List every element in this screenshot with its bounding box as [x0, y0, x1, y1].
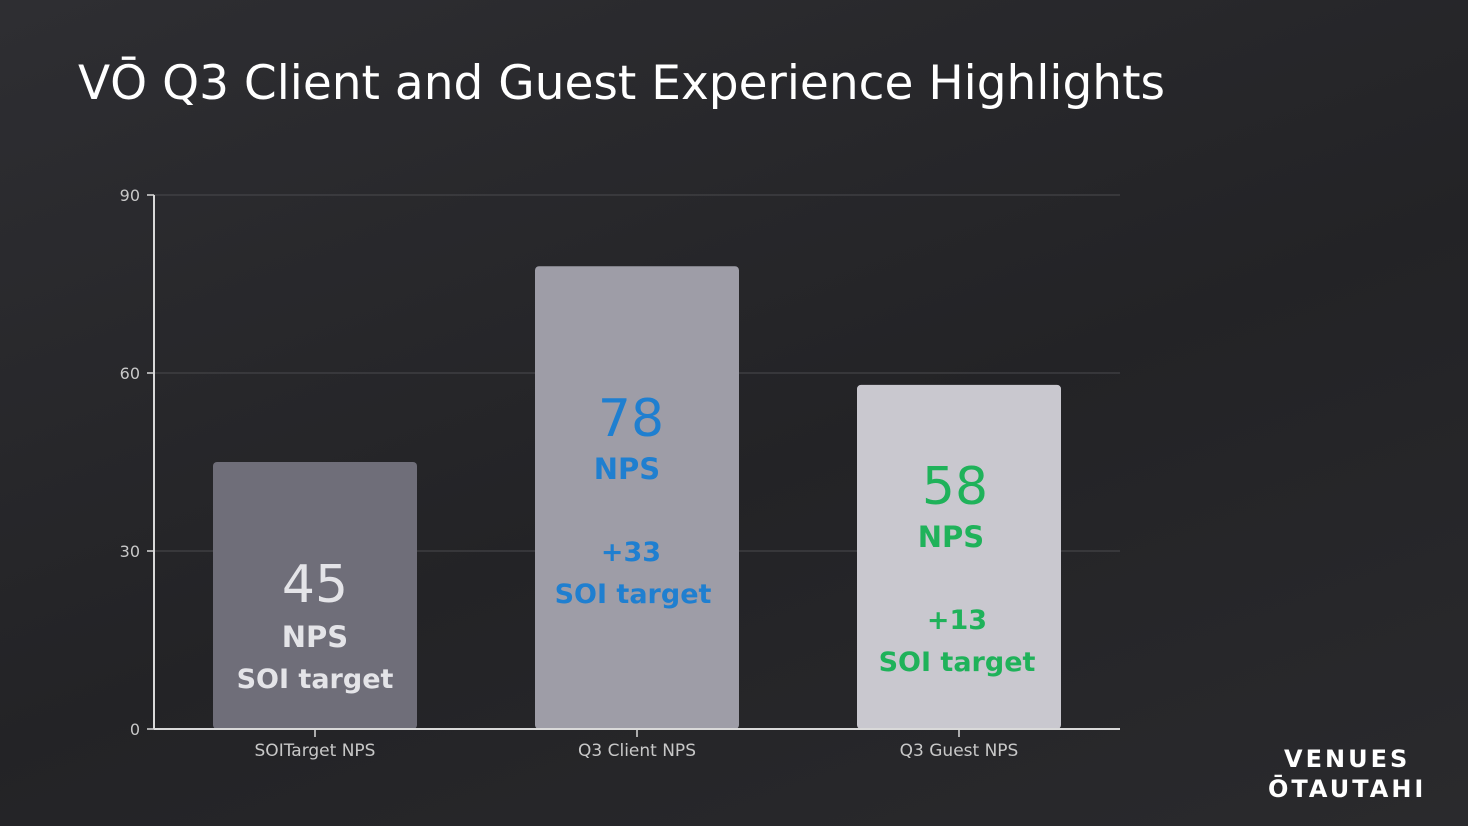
bar-caption-label: SOI target	[237, 664, 394, 695]
bar-value-label: 45	[282, 555, 348, 615]
bar-delta-label: +33	[601, 537, 661, 568]
bar-caption-label: SOI target	[879, 647, 1036, 678]
y-tick-label: 0	[130, 720, 140, 739]
bar	[857, 384, 1061, 729]
bar-value-label: 58	[922, 457, 988, 517]
slide-title: VŌ Q3 Client and Guest Experience Highli…	[78, 56, 1165, 111]
bar-value-label: 78	[598, 389, 664, 449]
y-tick-label: 90	[120, 186, 140, 205]
x-tick-label: Q3 Guest NPS	[900, 741, 1019, 761]
y-tick-label: 60	[120, 364, 140, 383]
venues-otautahi-logo: VENUES ŌTAUTAHI	[1268, 744, 1426, 804]
bar	[213, 462, 417, 729]
bar-unit-label: NPS	[918, 520, 984, 554]
bar-delta-label: +13	[927, 605, 987, 636]
x-tick-label: SOITarget NPS	[255, 741, 376, 761]
y-tick-label: 30	[120, 542, 140, 561]
bar-unit-label: NPS	[282, 620, 348, 654]
logo-line-2: ŌTAUTAHI	[1268, 775, 1427, 803]
bar-caption-label: SOI target	[555, 579, 712, 610]
logo-line-1: VENUES	[1284, 745, 1411, 773]
bar	[535, 266, 739, 729]
bar-unit-label: NPS	[594, 452, 660, 486]
x-tick-label: Q3 Client NPS	[578, 741, 696, 761]
